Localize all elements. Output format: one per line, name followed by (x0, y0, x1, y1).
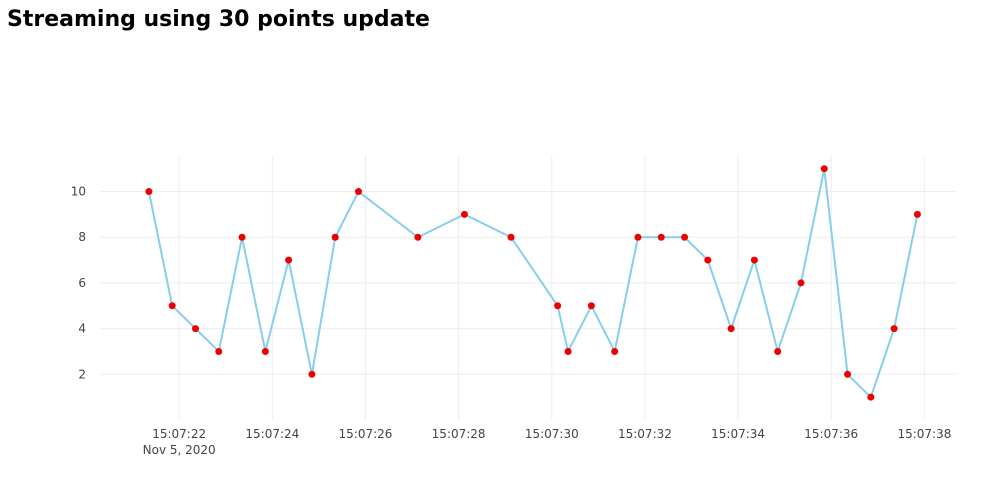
data-point (308, 370, 316, 378)
data-point (554, 302, 562, 310)
data-point (844, 370, 852, 378)
data-point (564, 347, 572, 355)
data-point (774, 347, 782, 355)
data-point (913, 210, 921, 218)
data-point (261, 347, 269, 355)
data-point (191, 325, 199, 333)
data-point (145, 188, 153, 196)
data-point (890, 325, 898, 333)
x-tick-label: 15:07:30 (525, 427, 579, 441)
y-tick-label: 10 (71, 185, 86, 199)
x-tick-label: 15:07:24 (245, 427, 299, 441)
data-point (507, 233, 515, 241)
data-point (611, 347, 619, 355)
page-title: Streaming using 30 points update (7, 7, 430, 32)
data-point (460, 210, 468, 218)
data-point (331, 233, 339, 241)
series-line (147, 167, 919, 399)
data-point (587, 302, 595, 310)
data-point (750, 256, 758, 264)
y-tick-label: 6 (78, 276, 86, 290)
y-tick-label: 2 (78, 367, 86, 381)
y-tick-label: 4 (78, 322, 86, 336)
x-tick-label: 15:07:26 (339, 427, 393, 441)
data-point (215, 347, 223, 355)
data-point (285, 256, 293, 264)
x-tick-label: 15:07:28 (432, 427, 486, 441)
x-tick-label: 15:07:38 (897, 427, 951, 441)
data-point (681, 233, 689, 241)
x-tick-label: 15:07:36 (804, 427, 858, 441)
data-point (820, 165, 828, 173)
x-tick-label: 15:07:32 (618, 427, 672, 441)
x-date-label: Nov 5, 2020 (143, 443, 216, 457)
data-point (168, 302, 176, 310)
data-point (797, 279, 805, 287)
y-tick-label: 8 (78, 230, 86, 244)
x-tick-label: 15:07:22 (152, 427, 206, 441)
data-point (867, 393, 875, 401)
data-point (634, 233, 642, 241)
data-point (657, 233, 665, 241)
data-point (727, 325, 735, 333)
data-point (354, 188, 362, 196)
data-point (238, 233, 246, 241)
x-tick-label: 15:07:34 (711, 427, 765, 441)
data-point (704, 256, 712, 264)
data-point (414, 233, 422, 241)
